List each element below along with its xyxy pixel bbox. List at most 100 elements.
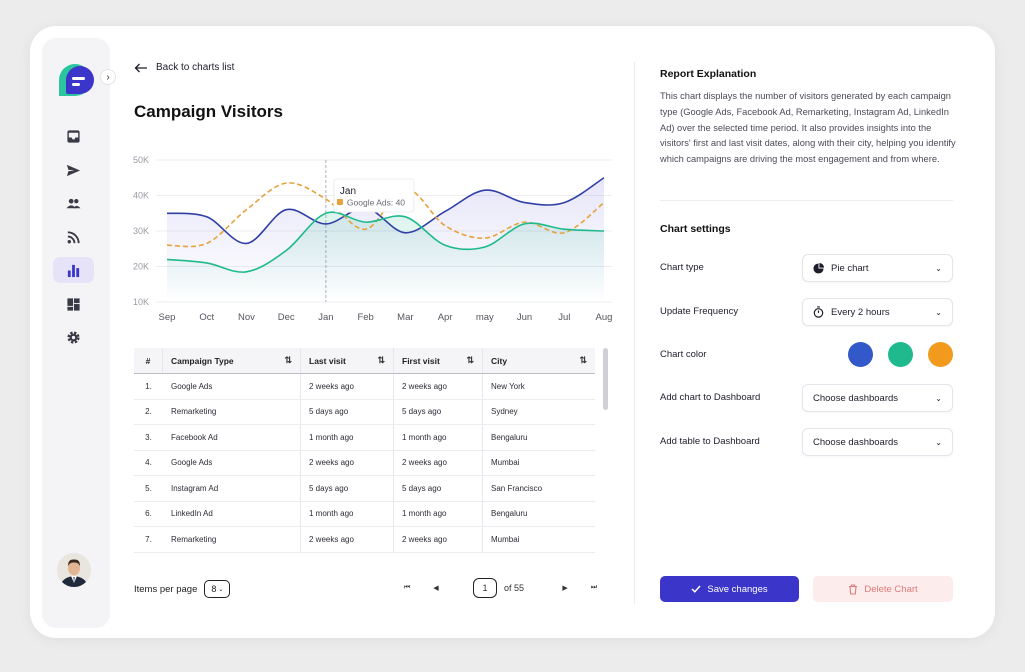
sort-icon[interactable]: ⇅: [284, 355, 292, 365]
app-logo[interactable]: [55, 58, 95, 98]
panel-divider: [634, 62, 635, 604]
bar-chart-icon: [67, 264, 80, 277]
table-cell: 5.: [145, 483, 152, 493]
delete-chart-button[interactable]: Delete Chart: [813, 576, 953, 602]
table-cell: 1 month ago: [394, 425, 483, 450]
table-cell: 6.: [145, 509, 152, 519]
sidebar-item-send[interactable]: [53, 157, 94, 183]
sidebar-item-inbox[interactable]: [53, 123, 94, 149]
app-window: [30, 26, 995, 638]
next-page-button[interactable]: ▶: [562, 585, 568, 592]
table-row[interactable]: 1. Google Ads 2 weeks ago 2 weeks ago New Yo…: [134, 374, 595, 400]
x-tick-label: Oct: [199, 312, 214, 323]
color-swatch-orange[interactable]: [928, 342, 953, 367]
sidebar-item-settings[interactable]: [53, 324, 94, 350]
table-cell: San Francisco: [491, 483, 543, 493]
page-input[interactable]: 1: [473, 578, 497, 598]
timer-icon: [813, 306, 824, 318]
page-count: of 55: [504, 583, 525, 593]
table-scrollbar[interactable]: [603, 348, 608, 410]
table-cell: Bengaluru: [491, 509, 528, 519]
add-chart-dashboard-select[interactable]: Choose dashboards ⌄: [802, 384, 953, 412]
table-cell: Mumbai: [491, 534, 520, 544]
tooltip-swatch: [336, 199, 343, 205]
table-cell: 5 days ago: [394, 399, 483, 424]
table-cell: 2 weeks ago: [301, 374, 394, 399]
table-cell: 1.: [145, 381, 152, 391]
table-row[interactable]: 6. LinkedIn Ad 1 month ago 1 month ago Benga…: [134, 501, 595, 527]
y-tick-label: 40K: [133, 191, 149, 201]
x-tick-label: Jul: [558, 312, 570, 323]
table-cell: Google Ads: [163, 374, 301, 399]
sidebar-item-dashboard[interactable]: [53, 291, 94, 317]
report-text: This chart displays the number of visito…: [660, 91, 956, 165]
last-page-button[interactable]: ⏭: [590, 584, 598, 591]
y-tick-label: 10K: [133, 297, 149, 307]
x-tick-label: Sep: [159, 312, 176, 323]
series-line: [166, 211, 605, 273]
column-header-campaign-type[interactable]: Campaign Type ⇅: [163, 348, 301, 373]
table-cell: 5 days ago: [394, 476, 483, 501]
sidebar-item-feed[interactable]: [53, 224, 94, 250]
campaign-table: # Campaign Type ⇅ Last visit ⇅ First visit…: [134, 348, 595, 553]
first-page-button[interactable]: ⏮: [403, 584, 411, 591]
chart-type-label: Chart type: [660, 262, 704, 273]
table-cell: 7.: [145, 534, 152, 544]
back-link-label: Back to charts list: [156, 62, 235, 73]
table-cell: 5 days ago: [301, 399, 394, 424]
sort-icon[interactable]: ⇅: [579, 355, 587, 365]
table-cell: Remarketing: [163, 527, 301, 552]
items-per-page: Items per page 8 ⌄: [134, 580, 231, 598]
column-header-city[interactable]: City ⇅: [491, 355, 587, 366]
sidebar-item-charts[interactable]: [53, 257, 94, 283]
color-swatch-blue[interactable]: [848, 342, 873, 367]
report-title: Report Explanation: [660, 68, 757, 80]
table-cell: Google Ads: [163, 450, 301, 475]
table-cell: 3.: [145, 432, 152, 442]
dashboard-icon: [67, 297, 80, 311]
x-tick-label: may: [476, 312, 494, 323]
avatar[interactable]: [57, 553, 91, 587]
items-per-page-select[interactable]: 8 ⌄: [204, 580, 231, 598]
chart-color-label: Chart color: [660, 349, 707, 360]
sort-icon[interactable]: ⇅: [377, 355, 385, 365]
x-tick-label: Feb: [357, 312, 373, 323]
table-row[interactable]: 2. Remarketing 5 days ago 5 days ago Sydney: [134, 399, 595, 425]
table-cell: Facebook Ad: [163, 425, 301, 450]
x-tick-label: Dec: [278, 312, 295, 323]
add-table-dashboard-select[interactable]: Choose dashboards ⌄: [802, 428, 953, 456]
chevron-down-icon: ⌄: [218, 586, 224, 593]
update-frequency-select[interactable]: Every 2 hours ⌄: [802, 298, 953, 326]
save-button[interactable]: Save changes: [660, 576, 799, 602]
back-link[interactable]: Back to charts list: [134, 62, 234, 73]
column-header-last-visit[interactable]: Last visit ⇅: [301, 348, 394, 373]
page-title: Campaign Visitors: [134, 102, 283, 121]
table-row[interactable]: 3. Facebook Ad 1 month ago 1 month ago Benga…: [134, 425, 595, 451]
table-row[interactable]: 5. Instagram Ad 5 days ago 5 days ago San Fr…: [134, 476, 595, 502]
inbox-icon: [67, 129, 80, 143]
sidebar-item-users[interactable]: [53, 190, 94, 216]
chevron-down-icon: ⌄: [935, 393, 942, 403]
table-cell: 2 weeks ago: [394, 527, 483, 552]
column-header-index: #: [134, 348, 163, 373]
chevron-down-icon: ⌄: [935, 263, 942, 273]
arrow-left-icon: [134, 63, 147, 72]
table-cell: 2 weeks ago: [301, 450, 394, 475]
table-row[interactable]: 7. Remarketing 2 weeks ago 2 weeks ago Mumba…: [134, 527, 595, 553]
table-row[interactable]: 4. Google Ads 2 weeks ago 2 weeks ago Mumbai: [134, 450, 595, 476]
chevron-right-icon: ›: [106, 71, 110, 83]
send-icon: [66, 164, 81, 176]
update-frequency-label: Update Frequency: [660, 306, 739, 317]
chart-type-select[interactable]: Pie chart ⌄: [802, 254, 953, 282]
sort-icon[interactable]: ⇅: [466, 355, 474, 365]
prev-page-button[interactable]: ◀: [433, 585, 439, 592]
table-body: 1. Google Ads 2 weeks ago 2 weeks ago New Yo…: [134, 374, 595, 553]
trash-icon: [849, 583, 858, 595]
sidebar-toggle-button[interactable]: ›: [100, 69, 116, 85]
table-header: # Campaign Type ⇅ Last visit ⇅ First visit…: [134, 348, 595, 374]
color-swatch-green[interactable]: [888, 342, 913, 367]
add-chart-label: Add chart to Dashboard: [660, 392, 761, 403]
chevron-down-icon: ⌄: [935, 307, 942, 317]
column-header-first-visit[interactable]: First visit ⇅: [394, 348, 483, 373]
rss-icon: [67, 230, 80, 243]
